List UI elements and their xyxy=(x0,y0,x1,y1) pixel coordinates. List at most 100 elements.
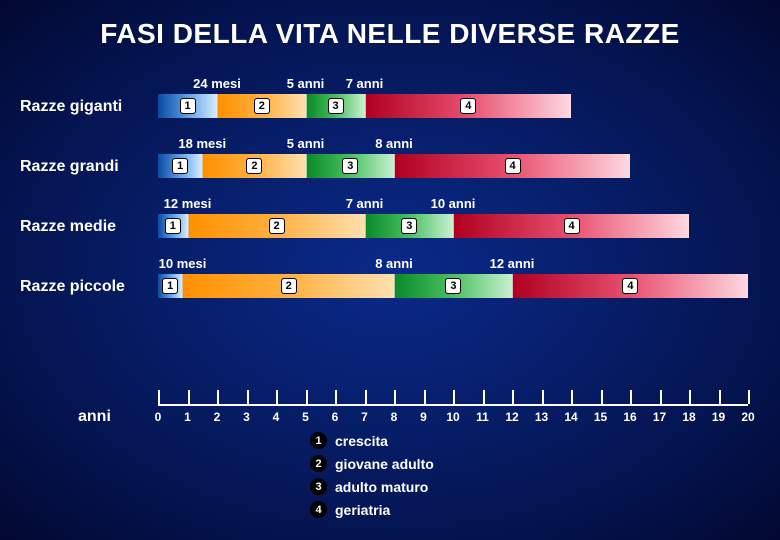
axis-tick xyxy=(571,390,573,404)
axis-tick xyxy=(601,390,603,404)
row-label: Razze medie xyxy=(20,218,150,236)
axis-tick xyxy=(748,390,750,404)
legend-item: 3 adulto maturo xyxy=(310,478,434,495)
chart-row: Razze giganti24 mesi5 anni7 anni1234 xyxy=(20,70,760,130)
chart-row: Razze medie12 mesi7 anni10 anni1234 xyxy=(20,190,760,250)
age-label: 5 anni xyxy=(287,136,325,151)
axis-tick-label: 17 xyxy=(653,410,666,424)
phase-number-badge: 2 xyxy=(246,158,262,174)
axis-tick xyxy=(689,390,691,404)
row-label: Razze giganti xyxy=(20,98,150,116)
legend-badge: 3 xyxy=(310,478,327,495)
phase-segment: 2 xyxy=(202,154,305,178)
phase-number-badge: 4 xyxy=(564,218,580,234)
row-label: Razze piccole xyxy=(20,278,150,296)
legend-badge: 1 xyxy=(310,432,327,449)
phase-number-badge: 1 xyxy=(172,158,188,174)
phase-number-badge: 1 xyxy=(162,278,178,294)
age-label: 10 anni xyxy=(431,196,476,211)
age-label: 7 anni xyxy=(346,76,384,91)
axis-tick-label: 8 xyxy=(391,410,398,424)
phase-segment: 2 xyxy=(182,274,394,298)
age-label: 8 anni xyxy=(375,256,413,271)
legend-badge: 2 xyxy=(310,455,327,472)
age-label: 10 mesi xyxy=(159,256,207,271)
axis-tick xyxy=(365,390,367,404)
legend-item: 2 giovane adulto xyxy=(310,455,434,472)
age-label: 8 anni xyxy=(375,136,413,151)
axis-tick xyxy=(630,390,632,404)
axis-tick xyxy=(512,390,514,404)
legend-item: 1 crescita xyxy=(310,432,434,449)
axis-tick xyxy=(158,390,160,404)
axis-tick-label: 10 xyxy=(446,410,459,424)
phase-segment: 4 xyxy=(365,94,572,118)
phase-segment: 4 xyxy=(394,154,630,178)
phase-number-badge: 1 xyxy=(165,218,181,234)
phase-segment: 1 xyxy=(158,154,202,178)
legend-item: 4geriatria xyxy=(310,501,434,518)
bar-area: 10 mesi 8 anni 12 anni 1 2 3 4 xyxy=(158,250,748,310)
axis-tick xyxy=(276,390,278,404)
axis-tick xyxy=(483,390,485,404)
axis-tick-label: 19 xyxy=(712,410,725,424)
axis-tick xyxy=(335,390,337,404)
phase-segment: 4 xyxy=(512,274,748,298)
life-bar: 1 2 3 4 xyxy=(158,274,748,298)
phase-number-badge: 4 xyxy=(460,98,476,114)
axis-tick-label: 6 xyxy=(332,410,339,424)
bar-area: 12 mesi7 anni10 anni1234 xyxy=(158,190,748,250)
phase-segment: 3 xyxy=(394,274,512,298)
phase-number-badge: 3 xyxy=(445,278,461,294)
axis-tick xyxy=(719,390,721,404)
axis-tick-label: 7 xyxy=(361,410,368,424)
age-label: 7 anni xyxy=(346,196,384,211)
phase-number-badge: 2 xyxy=(281,278,297,294)
age-label: 12 anni xyxy=(490,256,535,271)
phase-segment: 1 xyxy=(158,274,182,298)
phase-number-badge: 2 xyxy=(254,98,270,114)
legend: 1 crescita 2 giovane adulto 3 adulto maturo 4g… xyxy=(310,432,434,524)
phase-number-badge: 1 xyxy=(180,98,196,114)
chart-row: Razze piccole 10 mesi 8 anni 12 anni 1 2 3 4 xyxy=(20,250,760,310)
axis-label: anni xyxy=(78,408,111,426)
age-label: 24 mesi xyxy=(193,76,241,91)
phase-segment: 1 xyxy=(158,94,217,118)
phase-number-badge: 4 xyxy=(505,158,521,174)
phase-number-badge: 3 xyxy=(328,98,344,114)
axis-tick xyxy=(306,390,308,404)
bar-area: 24 mesi5 anni7 anni1234 xyxy=(158,70,748,130)
age-label: 18 mesi xyxy=(178,136,226,151)
legend-text: adulto maturo xyxy=(335,479,428,495)
axis-tick-label: 4 xyxy=(273,410,280,424)
axis-tick-label: 18 xyxy=(682,410,695,424)
axis-tick xyxy=(660,390,662,404)
phase-number-badge: 2 xyxy=(269,218,285,234)
chart-row: Razze grandi18 mesi5 anni8 anni1234 xyxy=(20,130,760,190)
axis-tick-label: 9 xyxy=(420,410,427,424)
axis-tick xyxy=(247,390,249,404)
phase-segment: 1 xyxy=(158,214,188,238)
phase-segment: 2 xyxy=(217,94,306,118)
axis-tick xyxy=(542,390,544,404)
axis-tick-label: 16 xyxy=(623,410,636,424)
axis-tick xyxy=(453,390,455,404)
life-bar: 1 2 3 4 xyxy=(158,94,571,118)
axis-tick xyxy=(188,390,190,404)
legend-text: giovane adulto xyxy=(335,456,434,472)
axis-tick-label: 1 xyxy=(184,410,191,424)
legend-badge: 4 xyxy=(310,501,327,518)
phase-segment: 3 xyxy=(306,94,365,118)
axis-tick-label: 3 xyxy=(243,410,250,424)
phase-segment: 4 xyxy=(453,214,689,238)
axis-tick-label: 0 xyxy=(155,410,162,424)
axis-tick xyxy=(394,390,396,404)
age-label: 12 mesi xyxy=(164,196,212,211)
phase-number-badge: 3 xyxy=(342,158,358,174)
axis-tick-label: 5 xyxy=(302,410,309,424)
axis-tick-label: 14 xyxy=(564,410,577,424)
life-bar: 1 2 3 4 xyxy=(158,154,630,178)
legend-text: crescita xyxy=(335,433,388,449)
phase-number-badge: 4 xyxy=(622,278,638,294)
axis-tick-label: 11 xyxy=(476,410,489,424)
